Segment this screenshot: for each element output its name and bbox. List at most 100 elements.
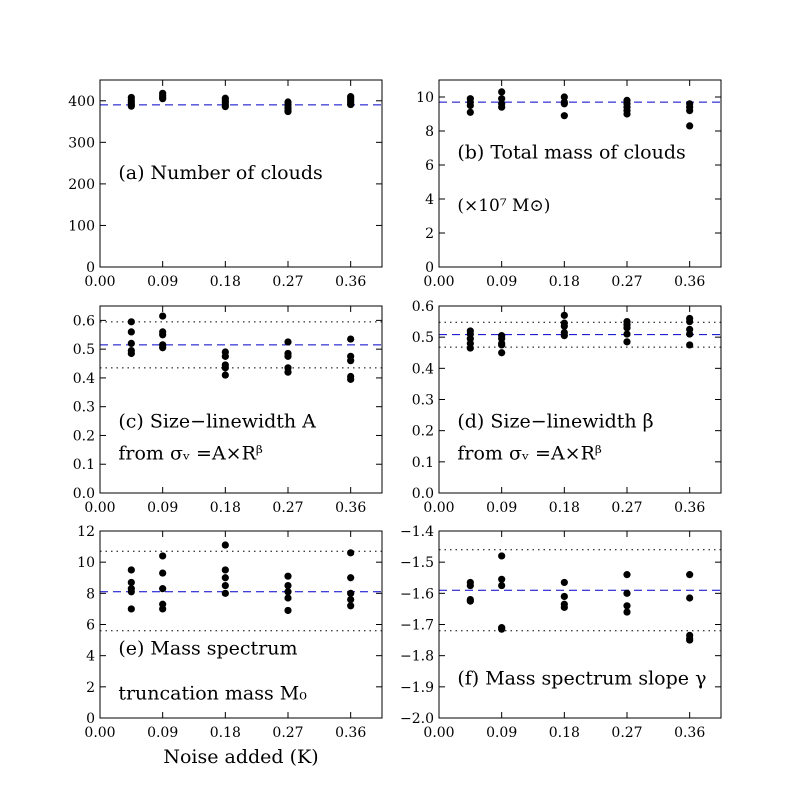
panel-c-ytick-label-0: 0.0: [73, 486, 95, 502]
panel-b-point-19: [686, 107, 694, 115]
panel-f-point-14: [623, 589, 631, 597]
panel-a-xtick-label-2: 0.18: [210, 274, 241, 290]
panel-e-ytick-label-3: 6: [86, 618, 95, 634]
panel-e-point-15: [284, 572, 292, 580]
panel-d-ytick-label-0: 0.0: [412, 486, 434, 502]
panel-e-point-6: [159, 569, 167, 577]
panel-c-point-1: [127, 328, 135, 336]
panel-f-point-18: [686, 594, 694, 602]
panel-c-ytick-label-4: 0.4: [73, 371, 95, 387]
panel-c-point-9: [159, 344, 167, 352]
panel-f-xtick-label-4: 0.36: [674, 725, 705, 741]
panel-d-point-23: [686, 330, 694, 338]
panel-c: 0.00 0.09 0.18 0.27 0.36 0.0 0.1 0.2 0.3 0.4 0.5 0.…: [73, 305, 383, 516]
panel-b-point-3: [466, 108, 474, 116]
panel-c-point-22: [347, 357, 355, 365]
panel-b-xtick-label-1: 0.09: [486, 274, 517, 290]
panel-d: 0.00 0.09 0.18 0.27 0.36 0.0 0.1 0.2 0.3 0.4 0.5 0.…: [412, 299, 722, 516]
panel-c-xtick-label-4: 0.36: [335, 500, 366, 516]
panel-d-ytick-label-6: 0.6: [412, 299, 434, 315]
panel-d-point-14: [560, 332, 568, 340]
x-axis-label: Noise added (K): [163, 746, 318, 768]
panel-d-annotation-1: from σᵥ =A×Rᵝ: [457, 442, 602, 464]
panel-c-point-4: [127, 349, 135, 358]
panel-d-point-18: [623, 330, 631, 338]
panel-f-ytick-label-6: −1.4: [400, 524, 434, 540]
panel-d-xtick-label-3: 0.27: [611, 500, 642, 516]
panel-f-point-4: [498, 552, 506, 560]
panel-f-ytick-label-4: −1.6: [400, 586, 434, 602]
panel-a-ytick-label-0: 0: [86, 260, 95, 276]
panel-b-point-4: [498, 88, 506, 96]
panel-e-ytick-label-6: 12: [77, 524, 95, 540]
panel-c-point-13: [221, 364, 229, 372]
panel-e-point-0: [127, 566, 135, 574]
panel-e-point-14: [221, 589, 229, 597]
panel-f-point-5: [498, 575, 506, 583]
panel-e-xtick-label-2: 0.18: [210, 725, 241, 741]
panel-e-point-1: [127, 578, 135, 587]
panel-b-point-20: [686, 122, 694, 130]
panel-c-point-24: [347, 375, 355, 383]
panel-b-xtick-label-3: 0.27: [611, 274, 642, 290]
panel-d-ytick-label-4: 0.4: [412, 361, 434, 377]
panel-b-ytick-label-2: 4: [425, 192, 434, 208]
panel-f-ytick-label-0: −2.0: [400, 711, 434, 727]
panel-a-ytick-label-4: 400: [68, 94, 95, 110]
panel-b-ytick-label-5: 10: [416, 90, 434, 106]
panel-c-ytick-label-2: 0.2: [73, 428, 95, 444]
panel-c-xtick-label-1: 0.09: [147, 500, 178, 516]
panel-e-point-4: [127, 605, 135, 613]
panel-b: 0.00 0.09 0.18 0.27 0.36 0 2 4 6 8 10 (b) Total mas…: [416, 79, 722, 290]
panel-c-ytick-label-3: 0.3: [73, 400, 95, 416]
panel-a-point-23: [347, 100, 355, 109]
panel-b-ytick-label-3: 6: [425, 158, 434, 174]
panel-f-frame: [438, 530, 722, 719]
panel-e-ytick-label-0: 0: [86, 711, 95, 727]
panel-d-point-4: [466, 344, 474, 352]
panel-e-point-16: [284, 581, 292, 590]
panel-a-annotation-0: (a) Number of clouds: [118, 162, 322, 184]
panel-d-point-10: [560, 311, 568, 319]
panel-c-ytick-label-6: 0.6: [73, 313, 95, 329]
panel-b-point-7: [498, 103, 506, 111]
panel-f-xtick-label-0: 0.00: [423, 725, 454, 741]
panel-d-frame: [438, 305, 722, 494]
panel-a-xtick-label-0: 0.00: [84, 274, 115, 290]
panel-b-frame: [438, 79, 722, 268]
panel-e-xtick-label-0: 0.00: [84, 725, 115, 741]
panel-e-point-18: [284, 594, 292, 602]
panel-c-ytick-label-1: 0.1: [73, 457, 95, 473]
panel-e-point-17: [284, 588, 292, 596]
panel-a-point-4: [127, 102, 135, 110]
panel-b-point-8: [560, 93, 568, 101]
panel-d-annotation-0: (d) Size−linewidth β: [457, 411, 653, 433]
panel-e-xtick-label-3: 0.27: [272, 725, 303, 741]
panel-a-xtick-label-1: 0.09: [147, 274, 178, 290]
panel-f-point-8: [498, 625, 506, 633]
panel-d-point-21: [686, 317, 694, 326]
panel-c-frame: [99, 305, 383, 494]
panel-e-point-5: [159, 552, 167, 560]
panel-b-ytick-label-0: 0: [425, 260, 434, 276]
panel-e-point-12: [221, 574, 229, 582]
panel-f-ytick-label-3: −1.7: [400, 618, 434, 634]
panel-b-point-2: [466, 101, 474, 110]
panel-d-ytick-label-3: 0.3: [412, 393, 434, 409]
panel-c-point-19: [284, 368, 292, 376]
panel-c-xtick-label-2: 0.18: [210, 500, 241, 516]
panel-c-point-0: [127, 318, 135, 326]
panel-c-xtick-label-3: 0.27: [272, 500, 303, 516]
panel-a-ytick-label-1: 100: [68, 218, 95, 234]
panel-e-annotation-0: (e) Mass spectrum: [118, 637, 297, 659]
panel-f-xtick-label-3: 0.27: [611, 725, 642, 741]
panel-d-point-17: [623, 324, 631, 332]
panel-f-xtick-label-2: 0.18: [549, 725, 580, 741]
panel-a: 0.00 0.09 0.18 0.27 0.36 0 100 200 300 400 (a) Num…: [68, 79, 383, 290]
panel-f-point-15: [623, 602, 631, 610]
panel-e-ytick-label-1: 2: [86, 680, 95, 696]
panel-d-ytick-label-5: 0.5: [412, 330, 434, 346]
panel-c-annotation-1: from σᵥ =A×Rᵝ: [118, 442, 263, 464]
panel-f-point-3: [466, 597, 474, 605]
panel-c-point-14: [221, 371, 229, 379]
